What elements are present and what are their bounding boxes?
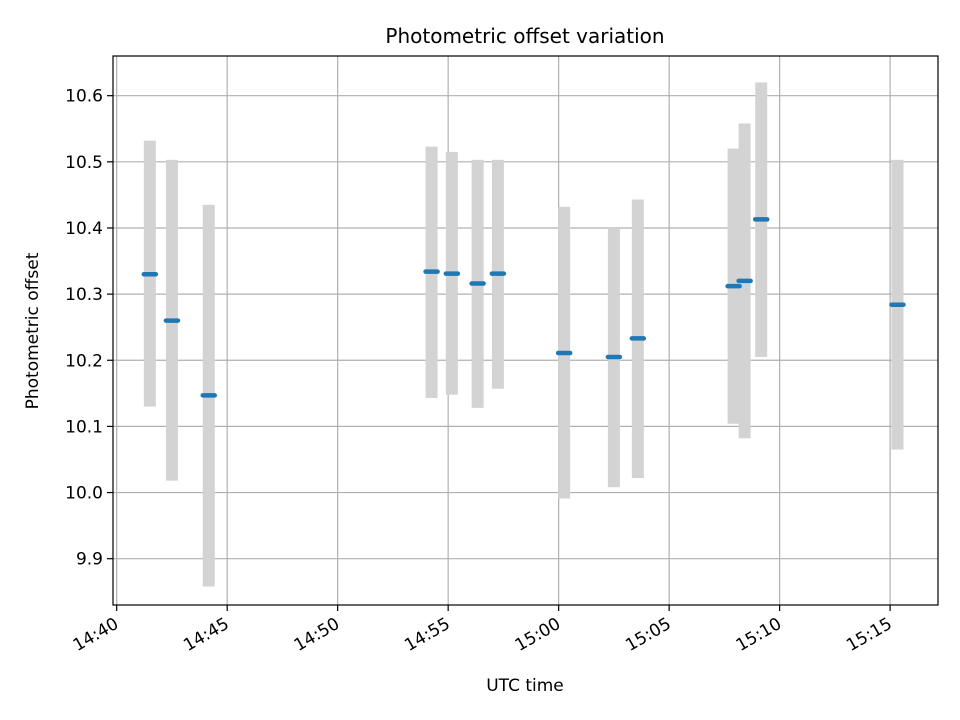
data-points xyxy=(141,217,906,398)
y-tick-label: 10.2 xyxy=(65,351,103,371)
y-tick-label: 10.1 xyxy=(65,417,103,437)
y-tick-label: 10.5 xyxy=(65,153,103,173)
y-tick-label: 10.6 xyxy=(65,87,103,107)
y-tick-label: 10.0 xyxy=(65,484,103,504)
y-tick-label: 10.3 xyxy=(65,285,103,305)
x-axis-label: UTC time xyxy=(486,676,564,696)
plot-frame xyxy=(112,55,939,606)
y-tick-label: 10.4 xyxy=(65,219,103,239)
y-tick-label: 9.9 xyxy=(76,550,103,570)
y-axis-label: Photometric offset xyxy=(23,252,43,409)
grid-lines xyxy=(113,56,938,605)
chart-title: Photometric offset variation xyxy=(385,24,664,48)
